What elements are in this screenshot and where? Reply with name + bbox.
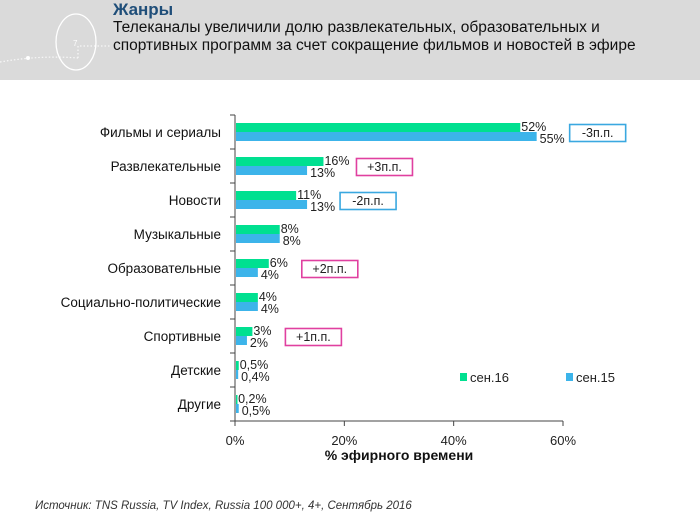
change-badge-text: -2п.п. [352, 194, 384, 208]
category-label: Развлекательные [111, 159, 221, 174]
data-label: 0,2% [238, 392, 266, 406]
data-label: 6% [270, 256, 288, 270]
x-tick-label: 40% [441, 433, 467, 448]
page-title: Жанры [113, 0, 174, 19]
change-badge [355, 157, 414, 177]
bar-sep16 [236, 157, 324, 166]
data-label: 3% [253, 324, 271, 338]
legend-label: сен.15 [576, 370, 615, 385]
data-label: 52% [521, 120, 546, 134]
bar-sep15 [236, 336, 247, 345]
bar-sep15 [236, 370, 239, 379]
bar-sep15 [236, 166, 308, 175]
header-band: 7 Жанры Телеканалы увеличили долю развле… [0, 0, 700, 80]
data-label: 0,5% [240, 358, 269, 372]
bar-sep16 [236, 361, 239, 370]
change-badge [300, 259, 359, 279]
category-label: Новости [169, 193, 221, 208]
bar-sep15 [236, 234, 280, 243]
x-tick-label: 0% [226, 433, 245, 448]
bar-sep16 [236, 225, 280, 234]
change-badge-text: +2п.п. [312, 262, 347, 276]
data-label: 8% [283, 234, 301, 248]
change-badge-text: -3п.п. [582, 126, 614, 140]
change-badge [339, 191, 397, 211]
x-axis-title: % эфирного времени [325, 447, 474, 463]
data-label: 4% [261, 268, 279, 282]
category-label: Спортивные [144, 329, 221, 344]
data-label: 13% [310, 200, 335, 214]
bar-sep15 [236, 132, 537, 141]
bar-sep16 [236, 395, 238, 404]
data-label: 11% [297, 188, 321, 202]
category-label: Фильмы и сериалы [100, 125, 221, 140]
change-badge-text: +1п.п. [296, 330, 331, 344]
bar-sep16 [236, 327, 253, 336]
bar-sep15 [236, 200, 308, 209]
data-label: 0,5% [242, 404, 271, 418]
bar-sep15 [236, 268, 258, 277]
category-label: Детские [171, 363, 221, 378]
category-label: Музыкальные [134, 227, 221, 242]
data-label: 4% [259, 290, 277, 304]
data-label: 55% [540, 132, 565, 146]
category-label: Образовательные [107, 261, 221, 276]
bar-sep16 [236, 259, 269, 268]
change-badge-text: +3п.п. [367, 160, 402, 174]
bar-sep16 [236, 191, 297, 200]
bar-sep16 [236, 293, 258, 302]
change-badge [284, 327, 343, 347]
page-subtitle: Телеканалы увеличили долю развлекательны… [113, 19, 636, 54]
source-note: Источник: TNS Russia, TV Index, Russia 1… [35, 500, 412, 512]
legend-swatch [460, 373, 467, 381]
data-label: 16% [324, 154, 349, 168]
data-label: 8% [281, 222, 299, 236]
data-label: 13% [310, 166, 335, 180]
x-tick-label: 20% [331, 433, 357, 448]
logo-number: 7 [73, 39, 78, 48]
bar-sep15 [236, 404, 239, 413]
data-label: 4% [261, 302, 279, 316]
x-tick-label: 60% [550, 433, 576, 448]
change-badge [568, 123, 627, 143]
bar-sep15 [236, 302, 258, 311]
legend-label: сен.16 [470, 370, 509, 385]
data-label: 2% [250, 336, 268, 350]
legend-swatch [566, 373, 573, 381]
logo-ornament-icon: 7 [0, 13, 110, 71]
category-label: Другие [178, 397, 221, 412]
category-label: Социально-политические [61, 295, 221, 310]
data-label: 0,4% [241, 370, 269, 384]
bar-sep16 [236, 123, 521, 132]
